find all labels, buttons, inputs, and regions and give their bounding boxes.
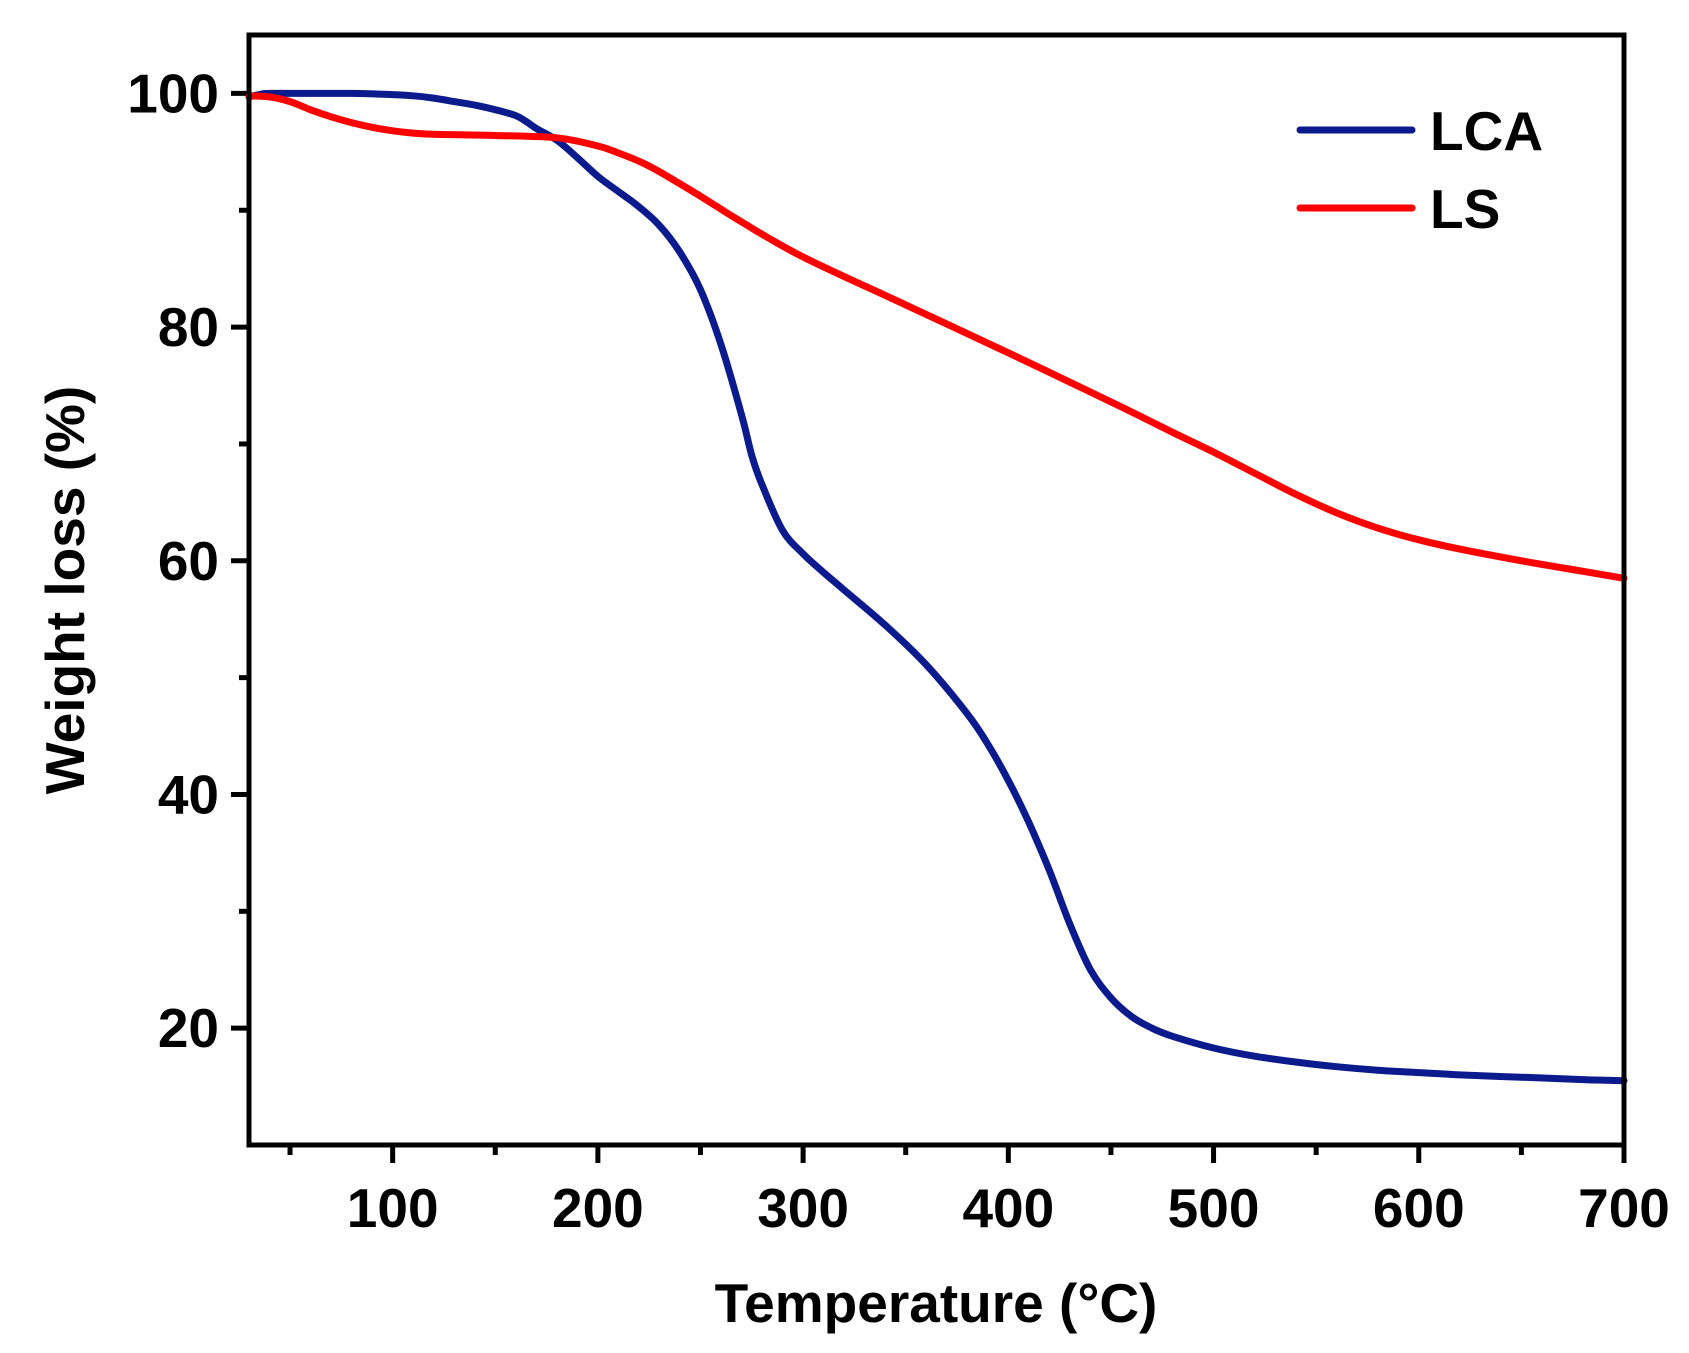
x-tick-label: 600 [1373, 1177, 1465, 1239]
legend-label-ls: LS [1430, 178, 1500, 240]
y-tick-label: 20 [158, 997, 219, 1059]
series-line-ls [245, 92, 1628, 582]
y-axis-title: Weight loss (%) [34, 386, 96, 794]
legend-label-lca: LCA [1430, 100, 1543, 162]
x-tick-label: 100 [347, 1177, 439, 1239]
axis-ticks [231, 90, 1627, 1163]
y-tick-label: 60 [158, 530, 219, 592]
plot-frame [246, 32, 1627, 1148]
legend: LCA LS [1296, 100, 1543, 240]
x-axis-title: Temperature (°C) [715, 1272, 1158, 1334]
x-tick-label: 300 [757, 1177, 849, 1239]
x-tick-label: 200 [552, 1177, 644, 1239]
tick-labels: 100 200 300 400 500 600 700 20 40 60 80 100 [127, 62, 1670, 1239]
y-tick-label: 100 [127, 62, 219, 124]
x-tick-label: 500 [1168, 1177, 1260, 1239]
series-line-lca [245, 89, 1628, 1085]
x-tick-label: 700 [1578, 1177, 1670, 1239]
y-tick-label: 40 [158, 763, 219, 825]
x-tick-label: 400 [962, 1177, 1054, 1239]
series-lines [245, 89, 1628, 1085]
y-tick-label: 80 [158, 296, 219, 358]
